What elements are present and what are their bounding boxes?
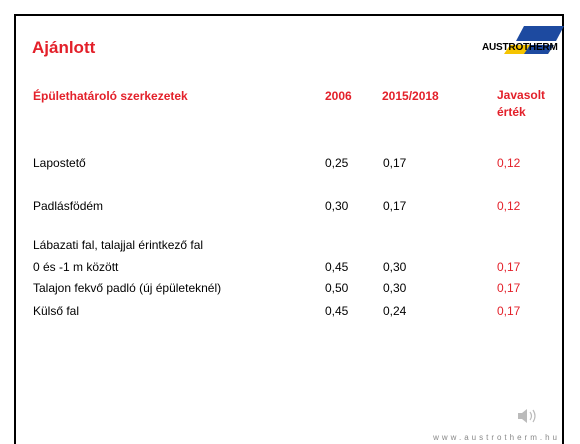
row-label: Lapostető (33, 156, 86, 170)
row-label: 0 és -1 m között (33, 260, 119, 274)
column-header: Javasolt érték (497, 88, 546, 119)
slide-title: Ajánlott (32, 38, 96, 57)
cell-value: 0,12 (497, 199, 521, 213)
cell-value: 0,30 (383, 260, 407, 274)
column-header: Épülethatároló szerkezetek (33, 89, 188, 103)
column-header: 2006 (325, 89, 352, 103)
cell-value: 0,12 (497, 156, 521, 170)
cell-value: 0,24 (383, 304, 407, 318)
logo-graphic (504, 26, 564, 54)
cell-value: 0,17 (383, 156, 407, 170)
cell-value: 0,25 (325, 156, 349, 170)
cell-value: 0,17 (497, 260, 521, 274)
cell-value: 0,17 (497, 281, 521, 295)
cell-value: 0,45 (325, 260, 349, 274)
logo-text: AUSTROTHERM (482, 42, 558, 53)
row-label: Lábazati fal, talajjal érintkező fal (33, 238, 204, 252)
cell-value: 0,30 (325, 199, 349, 213)
cell-value: 0,17 (497, 304, 521, 318)
cell-value: 0,30 (383, 281, 407, 295)
row-label: Talajon fekvő padló (új épületeknél) (33, 281, 222, 295)
slide: Ajánlott AUSTROTHERM Épülethatároló szer… (14, 14, 564, 444)
cell-value: 0,17 (383, 199, 407, 213)
cell-value: 0,50 (325, 281, 349, 295)
speaker-icon (518, 409, 536, 423)
row-label: Padlásfödém (33, 199, 104, 213)
cell-value: 0,45 (325, 304, 349, 318)
row-label: Külső fal (33, 304, 80, 318)
column-header: 2015/2018 (382, 89, 439, 103)
